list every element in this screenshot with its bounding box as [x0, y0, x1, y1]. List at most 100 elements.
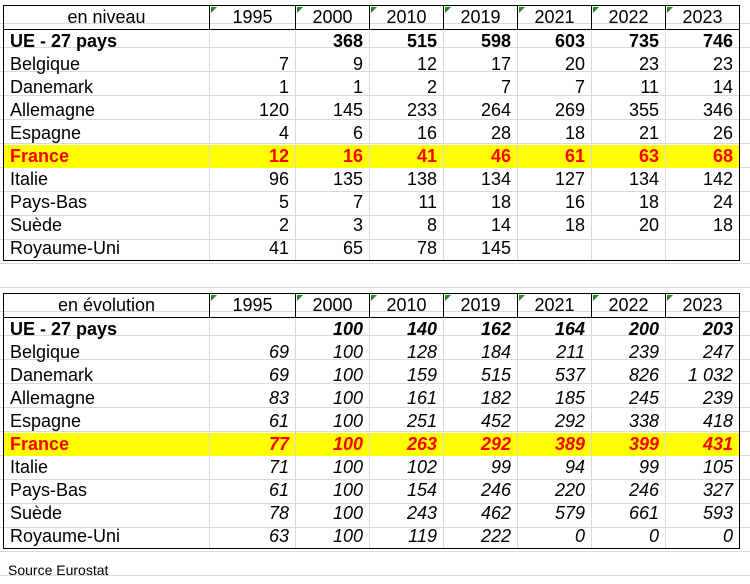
- value-cell[interactable]: 63: [591, 145, 666, 168]
- year-header-cell[interactable]: 2000: [295, 5, 370, 30]
- value-cell[interactable]: 515: [369, 29, 444, 53]
- value-cell[interactable]: 3: [295, 214, 370, 237]
- value-cell[interactable]: 2: [369, 76, 444, 99]
- value-cell[interactable]: 0: [665, 525, 740, 549]
- value-cell[interactable]: 128: [369, 341, 444, 364]
- country-label-cell[interactable]: Italie: [3, 456, 210, 479]
- value-cell[interactable]: 24: [665, 191, 740, 214]
- value-cell[interactable]: 462: [443, 502, 518, 525]
- value-cell[interactable]: 71: [209, 456, 296, 479]
- year-header-cell[interactable]: 1995: [209, 5, 296, 30]
- country-label-cell[interactable]: Pays-Bas: [3, 191, 210, 214]
- value-cell[interactable]: 78: [209, 502, 296, 525]
- value-cell[interactable]: 292: [517, 410, 592, 433]
- value-cell[interactable]: 220: [517, 479, 592, 502]
- value-cell[interactable]: 8: [369, 214, 444, 237]
- value-cell[interactable]: 661: [591, 502, 666, 525]
- value-cell[interactable]: 233: [369, 99, 444, 122]
- value-cell[interactable]: 100: [295, 364, 370, 387]
- value-cell[interactable]: 100: [295, 317, 370, 341]
- value-cell[interactable]: 182: [443, 387, 518, 410]
- country-label-cell[interactable]: Danemark: [3, 364, 210, 387]
- value-cell[interactable]: 0: [591, 525, 666, 549]
- year-header-cell[interactable]: 2023: [665, 293, 740, 318]
- value-cell[interactable]: 162: [443, 317, 518, 341]
- value-cell[interactable]: 61: [517, 145, 592, 168]
- value-cell[interactable]: 243: [369, 502, 444, 525]
- value-cell[interactable]: 246: [591, 479, 666, 502]
- value-cell[interactable]: 6: [295, 122, 370, 145]
- value-cell[interactable]: 200: [591, 317, 666, 341]
- value-cell[interactable]: 41: [209, 237, 296, 261]
- value-cell[interactable]: 826: [591, 364, 666, 387]
- value-cell[interactable]: 100: [295, 479, 370, 502]
- value-cell[interactable]: 251: [369, 410, 444, 433]
- value-cell[interactable]: 99: [591, 456, 666, 479]
- value-cell[interactable]: 120: [209, 99, 296, 122]
- year-header-cell[interactable]: 1995: [209, 293, 296, 318]
- value-cell[interactable]: 100: [295, 433, 370, 456]
- value-cell[interactable]: 7: [443, 76, 518, 99]
- value-cell[interactable]: 68: [665, 145, 740, 168]
- value-cell[interactable]: 431: [665, 433, 740, 456]
- value-cell[interactable]: 2: [209, 214, 296, 237]
- value-cell[interactable]: 159: [369, 364, 444, 387]
- value-cell[interactable]: 18: [517, 122, 592, 145]
- value-cell[interactable]: 185: [517, 387, 592, 410]
- country-label-cell[interactable]: Belgique: [3, 341, 210, 364]
- value-cell[interactable]: 368: [295, 29, 370, 53]
- value-cell[interactable]: 145: [443, 237, 518, 261]
- country-label-cell[interactable]: Pays-Bas: [3, 479, 210, 502]
- value-cell[interactable]: 96: [209, 168, 296, 191]
- value-cell[interactable]: 537: [517, 364, 592, 387]
- value-cell[interactable]: [517, 237, 592, 261]
- value-cell[interactable]: 0: [517, 525, 592, 549]
- value-cell[interactable]: 28: [443, 122, 518, 145]
- value-cell[interactable]: 26: [665, 122, 740, 145]
- year-header-cell[interactable]: 2021: [517, 293, 592, 318]
- value-cell[interactable]: 100: [295, 456, 370, 479]
- value-cell[interactable]: 418: [665, 410, 740, 433]
- value-cell[interactable]: 346: [665, 99, 740, 122]
- value-cell[interactable]: [209, 317, 296, 341]
- country-label-cell[interactable]: Suède: [3, 502, 210, 525]
- value-cell[interactable]: 127: [517, 168, 592, 191]
- value-cell[interactable]: 11: [369, 191, 444, 214]
- year-header-cell[interactable]: 2023: [665, 5, 740, 30]
- value-cell[interactable]: 16: [369, 122, 444, 145]
- value-cell[interactable]: 239: [591, 341, 666, 364]
- value-cell[interactable]: 338: [591, 410, 666, 433]
- value-cell[interactable]: 18: [591, 191, 666, 214]
- country-label-cell[interactable]: Allemagne: [3, 387, 210, 410]
- country-label-cell[interactable]: Espagne: [3, 410, 210, 433]
- value-cell[interactable]: 5: [209, 191, 296, 214]
- value-cell[interactable]: 21: [591, 122, 666, 145]
- value-cell[interactable]: 603: [517, 29, 592, 53]
- value-cell[interactable]: 452: [443, 410, 518, 433]
- value-cell[interactable]: 63: [209, 525, 296, 549]
- value-cell[interactable]: 203: [665, 317, 740, 341]
- value-cell[interactable]: 746: [665, 29, 740, 53]
- value-cell[interactable]: 102: [369, 456, 444, 479]
- value-cell[interactable]: 140: [369, 317, 444, 341]
- value-cell[interactable]: 20: [591, 214, 666, 237]
- value-cell[interactable]: 355: [591, 99, 666, 122]
- value-cell[interactable]: 593: [665, 502, 740, 525]
- country-label-cell[interactable]: Danemark: [3, 76, 210, 99]
- value-cell[interactable]: 264: [443, 99, 518, 122]
- year-header-cell[interactable]: 2019: [443, 293, 518, 318]
- value-cell[interactable]: 154: [369, 479, 444, 502]
- value-cell[interactable]: 100: [295, 341, 370, 364]
- country-label-cell[interactable]: Royaume-Uni: [3, 525, 210, 549]
- year-header-cell[interactable]: 2010: [369, 5, 444, 30]
- value-cell[interactable]: [665, 237, 740, 261]
- value-cell[interactable]: 14: [443, 214, 518, 237]
- country-label-cell[interactable]: Belgique: [3, 53, 210, 76]
- country-label-cell[interactable]: France: [3, 433, 210, 456]
- year-header-cell[interactable]: 2010: [369, 293, 444, 318]
- value-cell[interactable]: 100: [295, 410, 370, 433]
- value-cell[interactable]: 99: [443, 456, 518, 479]
- value-cell[interactable]: 18: [665, 214, 740, 237]
- value-cell[interactable]: 134: [443, 168, 518, 191]
- value-cell[interactable]: 164: [517, 317, 592, 341]
